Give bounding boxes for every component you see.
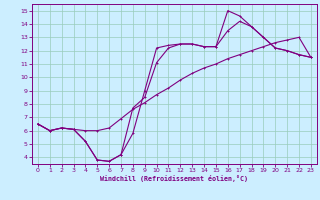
X-axis label: Windchill (Refroidissement éolien,°C): Windchill (Refroidissement éolien,°C) <box>100 175 248 182</box>
